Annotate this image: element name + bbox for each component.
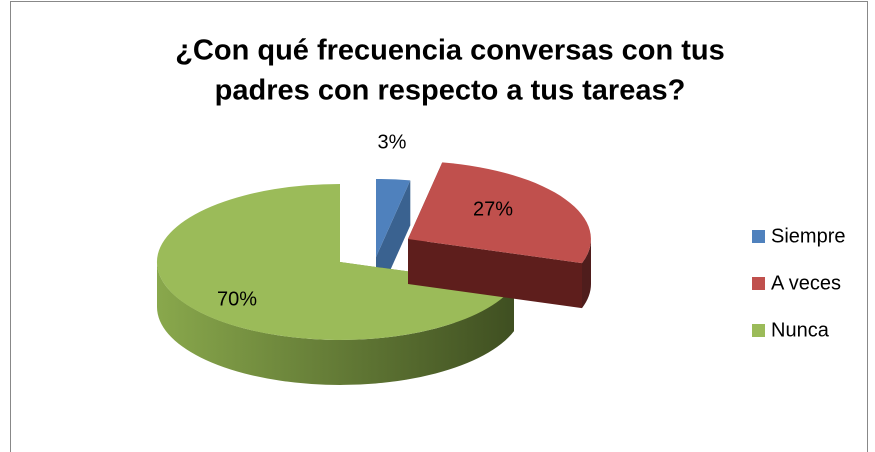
chart-title: ¿Con qué frecuencia conversas con tus bbox=[175, 35, 725, 67]
pie-slice bbox=[408, 162, 591, 264]
legend-swatch bbox=[752, 277, 765, 290]
legend-swatch bbox=[752, 324, 765, 337]
legend-label: Nunca bbox=[771, 319, 830, 341]
data-label: 70% bbox=[217, 288, 257, 310]
chart-title: padres con respecto a tus tareas? bbox=[215, 75, 686, 107]
legend-label: Siempre bbox=[771, 225, 845, 247]
slice-side bbox=[582, 239, 591, 309]
pie-slice bbox=[376, 179, 411, 257]
data-label: 27% bbox=[473, 198, 513, 220]
legend-swatch bbox=[752, 230, 765, 243]
slice-wall bbox=[408, 239, 582, 309]
data-label: 3% bbox=[378, 131, 407, 153]
pie-slice bbox=[156, 183, 514, 340]
slice-side bbox=[157, 262, 514, 385]
legend-label: A veces bbox=[771, 272, 841, 294]
